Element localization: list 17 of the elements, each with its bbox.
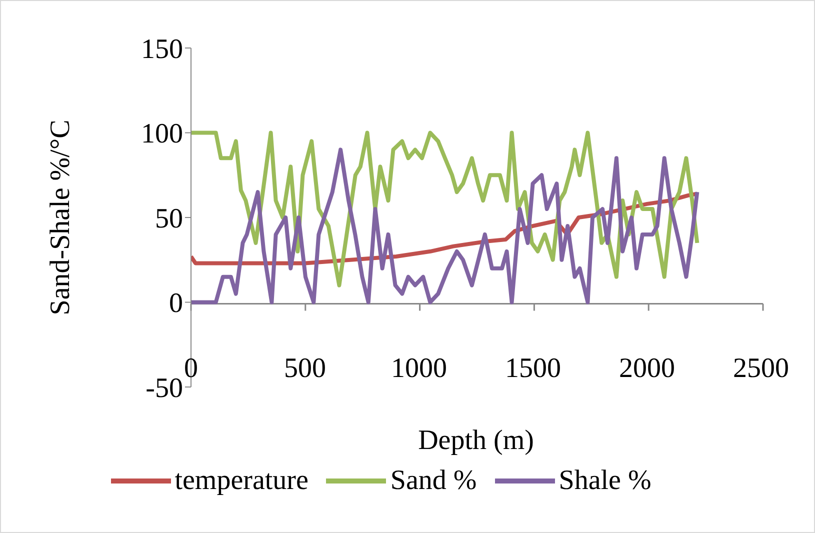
- legend-label: Shale %: [558, 465, 652, 497]
- y-tick-label: 0: [169, 288, 183, 320]
- y-tick-label: 100: [141, 118, 183, 150]
- x-tick-label: 1500: [505, 352, 561, 384]
- y-axis-title: Sand-Shale %/°C: [44, 120, 76, 316]
- x-tick-label: 2000: [619, 352, 675, 384]
- x-tick-label: 1000: [391, 352, 447, 384]
- x-tick-label: 500: [284, 352, 326, 384]
- x-tick-label: 2500: [733, 352, 789, 384]
- y-tick-label: -50: [146, 372, 183, 404]
- legend-label: temperature: [174, 465, 308, 497]
- x-axis-title: Depth (m): [418, 425, 534, 456]
- y-tick-label: 50: [155, 203, 183, 234]
- line-series: [191, 130, 700, 288]
- legend-label: Sand %: [390, 465, 477, 497]
- line-series: [191, 148, 700, 304]
- y-tick-label: 150: [141, 34, 183, 65]
